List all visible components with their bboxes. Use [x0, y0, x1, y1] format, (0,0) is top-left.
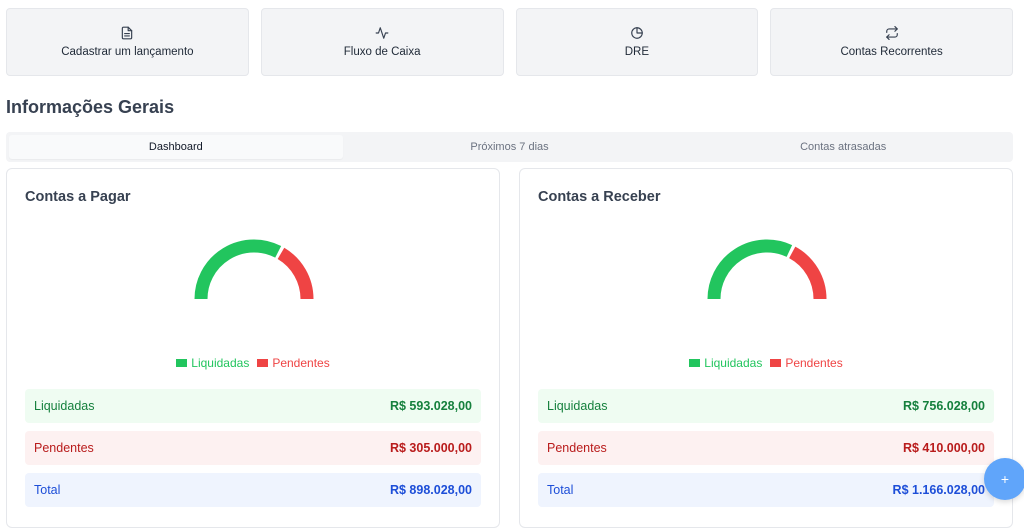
row-label: Pendentes	[547, 441, 607, 455]
panel-title: Contas a Receber	[538, 189, 661, 205]
row-value: R$ 756.028,00	[902, 399, 985, 413]
legend-item-paid[interactable]: Liquidadas	[689, 356, 762, 370]
activity-icon	[375, 26, 389, 40]
dre-button[interactable]: DRE	[515, 8, 759, 76]
cash-flow-button[interactable]: Fluxo de Caixa	[260, 8, 504, 76]
row-label: Total	[547, 483, 574, 497]
row-label: Liquidadas	[547, 399, 608, 413]
quick-actions: Cadastrar um lançamento Fluxo de Caixa D…	[6, 8, 1013, 76]
row-label: Total	[34, 483, 61, 497]
recurring-accounts-label: Contas Recorrentes	[840, 46, 943, 58]
gauge-paid-arc	[194, 239, 282, 300]
gauge-paid-arc	[707, 239, 793, 300]
legend-label-pending: Pendentes	[785, 356, 843, 370]
payables-panel: Contas a Pagar Liquidadas Pendentes Liqu…	[6, 168, 500, 528]
legend-label-pending: Pendentes	[272, 356, 330, 370]
legend-item-pending[interactable]: Pendentes	[770, 356, 843, 370]
receivables-panel: Contas a Receber Liquidadas Pendentes Li…	[519, 168, 1013, 528]
row-value: R$ 898.028,00	[389, 483, 472, 497]
register-entry-button[interactable]: Cadastrar um lançamento	[6, 8, 249, 76]
tab-next-7-days[interactable]: Próximos 7 dias	[470, 141, 549, 153]
row-label: Pendentes	[34, 441, 94, 455]
gauge-pending-arc	[277, 247, 314, 300]
row-value: R$ 593.028,00	[389, 399, 472, 413]
legend-label-paid: Liquidadas	[704, 356, 763, 370]
receivables-gauge-chart	[707, 239, 827, 300]
register-entry-label: Cadastrar um lançamento	[61, 46, 194, 58]
row-value: R$ 1.166.028,00	[892, 483, 985, 497]
row-value: R$ 410.000,00	[902, 441, 985, 455]
pie-chart-icon	[630, 26, 644, 40]
row-label: Liquidadas	[34, 399, 95, 413]
recurring-accounts-button[interactable]: Contas Recorrentes	[770, 8, 1013, 76]
tab-bar: Dashboard Próximos 7 dias Contas atrasad…	[6, 132, 1013, 162]
repeat-icon	[885, 26, 899, 40]
legend-swatch-paid	[689, 359, 701, 367]
tab-dashboard[interactable]: Dashboard	[9, 135, 343, 159]
summary-row-total: Total R$ 898.028,00	[25, 473, 481, 507]
legend-item-pending[interactable]: Pendentes	[257, 356, 330, 370]
section-title: Informações Gerais	[6, 97, 175, 117]
summary-row-total: Total R$ 1.166.028,00	[538, 473, 994, 507]
legend-label-paid: Liquidadas	[191, 356, 250, 370]
legend-swatch-paid	[176, 359, 188, 367]
dre-label: DRE	[624, 46, 650, 58]
tab-overdue-accounts[interactable]: Contas atrasadas	[800, 141, 887, 153]
summary-row-paid: Liquidadas R$ 756.028,00	[538, 389, 994, 423]
add-fab-button[interactable]: +	[984, 458, 1024, 500]
payables-gauge-chart	[194, 239, 314, 300]
row-value: R$ 305.000,00	[389, 441, 472, 455]
gauge-legend: Liquidadas Pendentes	[7, 356, 499, 370]
summary-row-paid: Liquidadas R$ 593.028,00	[25, 389, 481, 423]
gauge-legend: Liquidadas Pendentes	[520, 356, 1012, 370]
cash-flow-label: Fluxo de Caixa	[343, 46, 421, 58]
summary-row-pending: Pendentes R$ 410.000,00	[538, 431, 994, 465]
legend-swatch-pending	[770, 359, 782, 367]
gauge-pending-arc	[788, 246, 827, 300]
legend-item-paid[interactable]: Liquidadas	[176, 356, 249, 370]
file-text-icon	[120, 26, 134, 40]
summary-row-pending: Pendentes R$ 305.000,00	[25, 431, 481, 465]
panel-title: Contas a Pagar	[25, 189, 131, 205]
legend-swatch-pending	[257, 359, 269, 367]
